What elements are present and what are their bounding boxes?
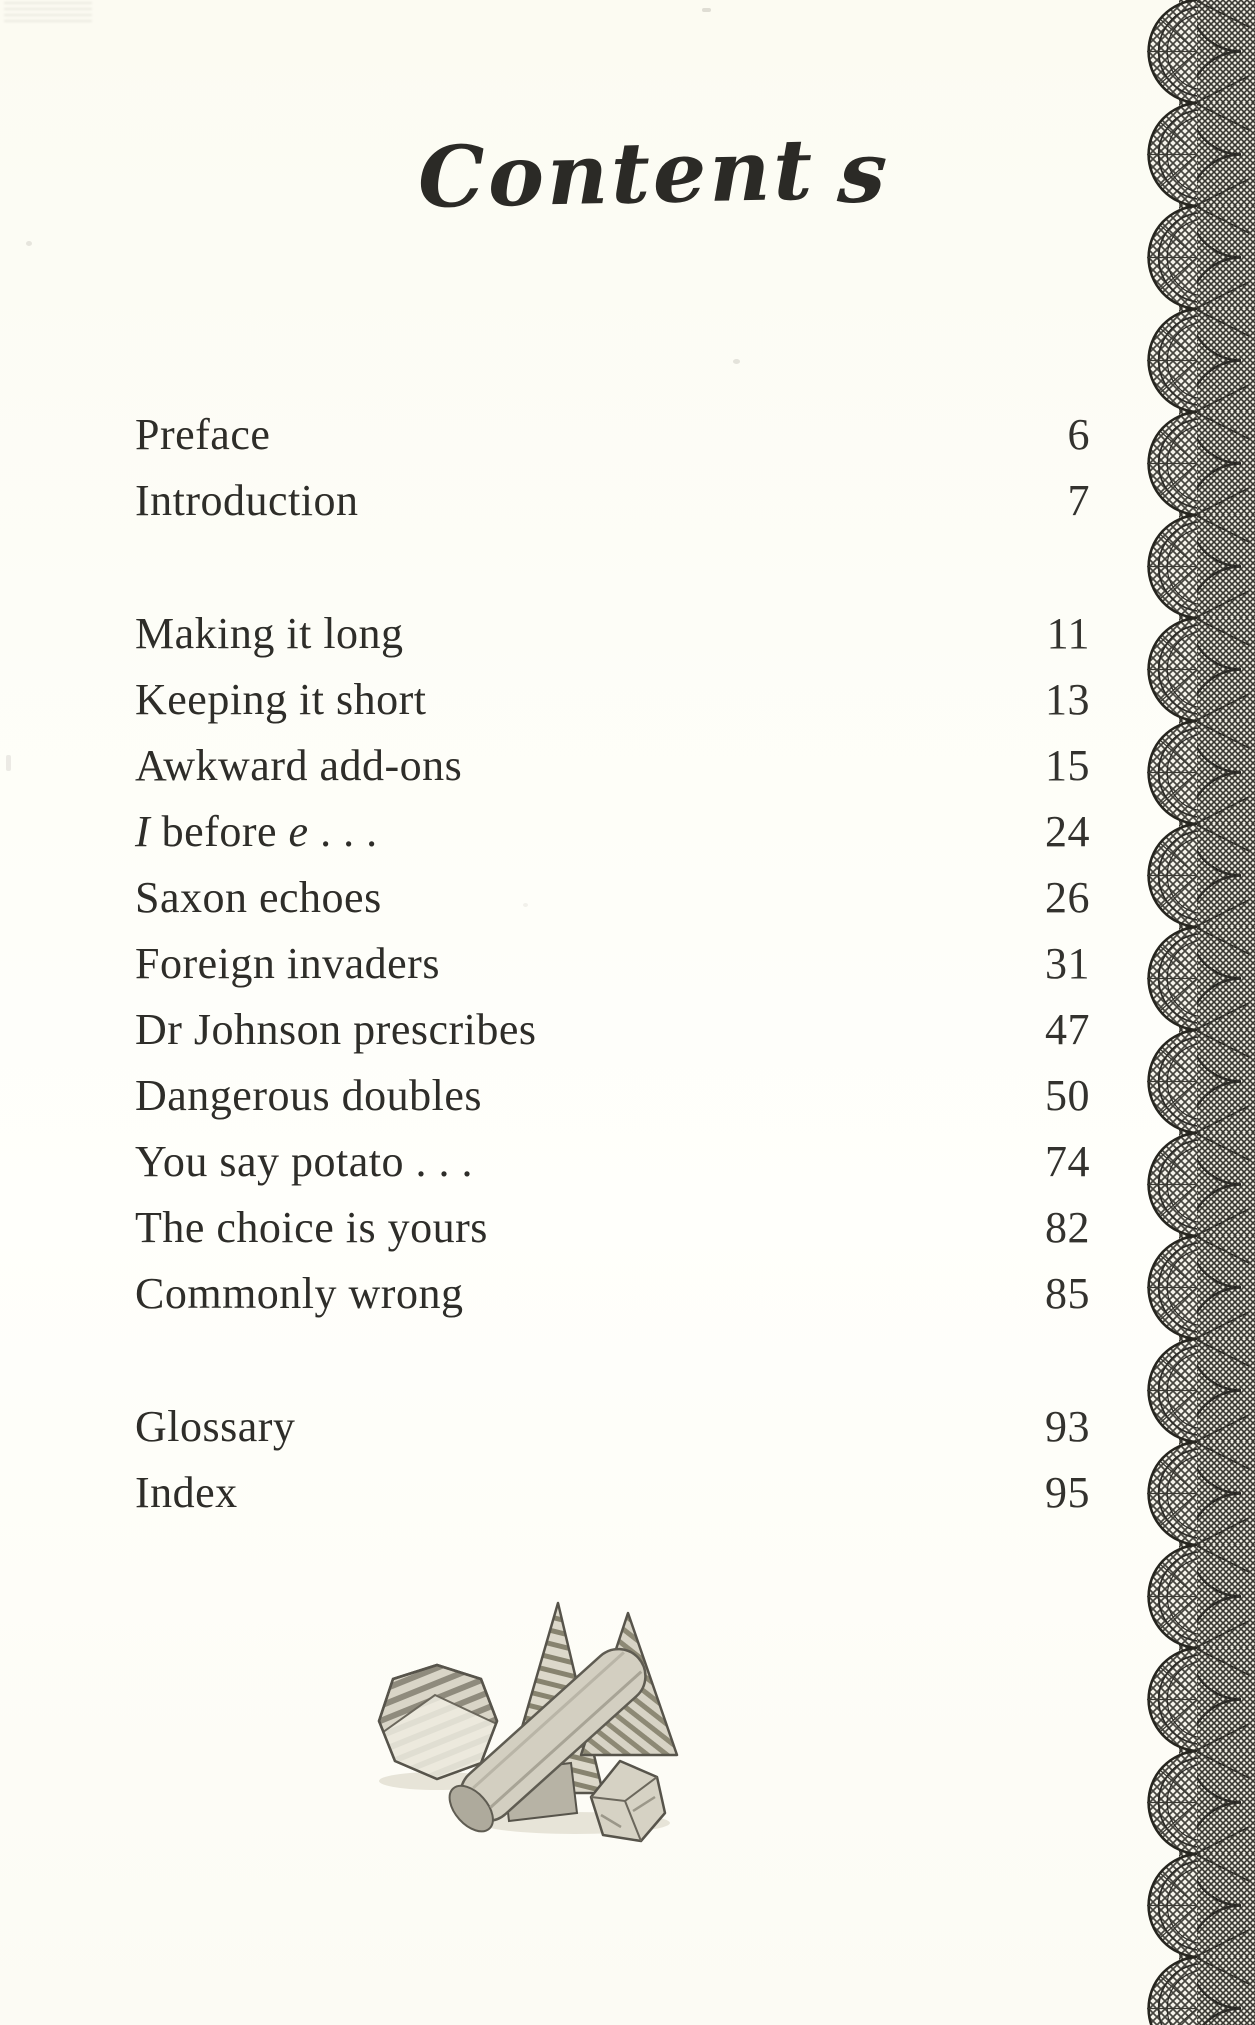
- toc-row: Saxon echoes 26: [135, 865, 1090, 931]
- toc-row: Foreign invaders 31: [135, 931, 1090, 997]
- scan-smudge: [4, 2, 92, 24]
- toc-entry-page: 26: [1045, 873, 1090, 922]
- toc-row: You say potato . . . 74: [135, 1129, 1090, 1195]
- geometric-shapes-illustration: [377, 1601, 679, 1843]
- toc-entry-page: 11: [1046, 609, 1090, 658]
- toc-entry-page: 13: [1045, 675, 1090, 724]
- toc-row: Keeping it short 13: [135, 667, 1090, 733]
- toc-row: Dangerous doubles 50: [135, 1063, 1090, 1129]
- toc-entry-page: 93: [1045, 1402, 1090, 1451]
- toc-entry-label: I before e . . .: [135, 799, 378, 865]
- paper-speck: [702, 8, 711, 12]
- toc-label-part: before: [150, 807, 289, 856]
- page-title: Content s: [417, 113, 894, 233]
- toc-entry-page: 47: [1045, 1005, 1090, 1054]
- toc-entry-page: 74: [1045, 1137, 1090, 1186]
- page-title-swash-s: s: [834, 121, 894, 223]
- toc-entry-label: Foreign invaders: [135, 939, 440, 988]
- toc-row: Dr Johnson prescribes 47: [135, 997, 1090, 1063]
- toc-row: The choice is yours 82: [135, 1195, 1090, 1261]
- toc-section-back-matter: Glossary 93 Index 95: [135, 1394, 1090, 1526]
- toc-label-italic-part: e: [288, 807, 309, 856]
- toc-entry-label: Index: [135, 1468, 238, 1517]
- toc-entry-label: You say potato . . .: [135, 1137, 474, 1186]
- paper-speck: [26, 241, 32, 246]
- toc-entry-page: 7: [1067, 476, 1090, 525]
- toc-entry-label: Making it long: [135, 609, 404, 658]
- toc-entry-page: 15: [1045, 741, 1090, 790]
- paper-speck: [523, 903, 528, 907]
- toc-entry-label: Saxon echoes: [135, 873, 382, 922]
- toc-entry-label: Introduction: [135, 476, 359, 525]
- hex-prism: [589, 1759, 667, 1843]
- toc-entry-page: 31: [1045, 939, 1090, 988]
- toc-row: I before e . . . 24: [135, 799, 1090, 865]
- toc-entry-page: 50: [1045, 1071, 1090, 1120]
- paper-speck: [733, 359, 740, 364]
- toc-entry-label: Awkward add-ons: [135, 741, 463, 790]
- toc-entry-label: Commonly wrong: [135, 1269, 464, 1318]
- page-title-main: Content: [417, 119, 817, 227]
- toc-row: Making it long 11: [135, 601, 1090, 667]
- toc-section-chapters: Making it long 11 Keeping it short 13 Awkwar…: [135, 601, 1090, 1327]
- toc-entry-label: Dangerous doubles: [135, 1071, 482, 1120]
- toc-entry-label: Preface: [135, 410, 271, 459]
- toc-entry-label: Glossary: [135, 1402, 296, 1451]
- toc-row: Index 95: [135, 1460, 1090, 1526]
- toc-entry-page: 95: [1045, 1468, 1090, 1517]
- toc-entry-page: 6: [1067, 410, 1090, 459]
- toc-row: Commonly wrong 85: [135, 1261, 1090, 1327]
- toc-label-part: . . .: [308, 807, 378, 856]
- toc-entry-page: 82: [1045, 1203, 1090, 1252]
- toc-entry-page: 24: [1045, 807, 1090, 856]
- toc-row: Preface 6: [135, 402, 1090, 468]
- toc-entry-label: The choice is yours: [135, 1203, 488, 1252]
- lace-border: [1145, 0, 1255, 2025]
- toc-row: Glossary 93: [135, 1394, 1090, 1460]
- cylinder: [448, 1647, 647, 1833]
- toc-entry-label: Keeping it short: [135, 675, 427, 724]
- toc-row: Introduction 7: [135, 468, 1090, 534]
- toc-section-front-matter: Preface 6 Introduction 7: [135, 402, 1090, 534]
- toc-list: Preface 6 Introduction 7 Making it long 11 Kee…: [135, 402, 1090, 1593]
- toc-entry-label: Dr Johnson prescribes: [135, 1005, 537, 1054]
- toc-label-italic-part: I: [135, 807, 151, 856]
- toc-entry-page: 85: [1045, 1269, 1090, 1318]
- toc-row: Awkward add-ons 15: [135, 733, 1090, 799]
- paper-speck: [6, 755, 11, 771]
- striped-pebble: [377, 1663, 499, 1781]
